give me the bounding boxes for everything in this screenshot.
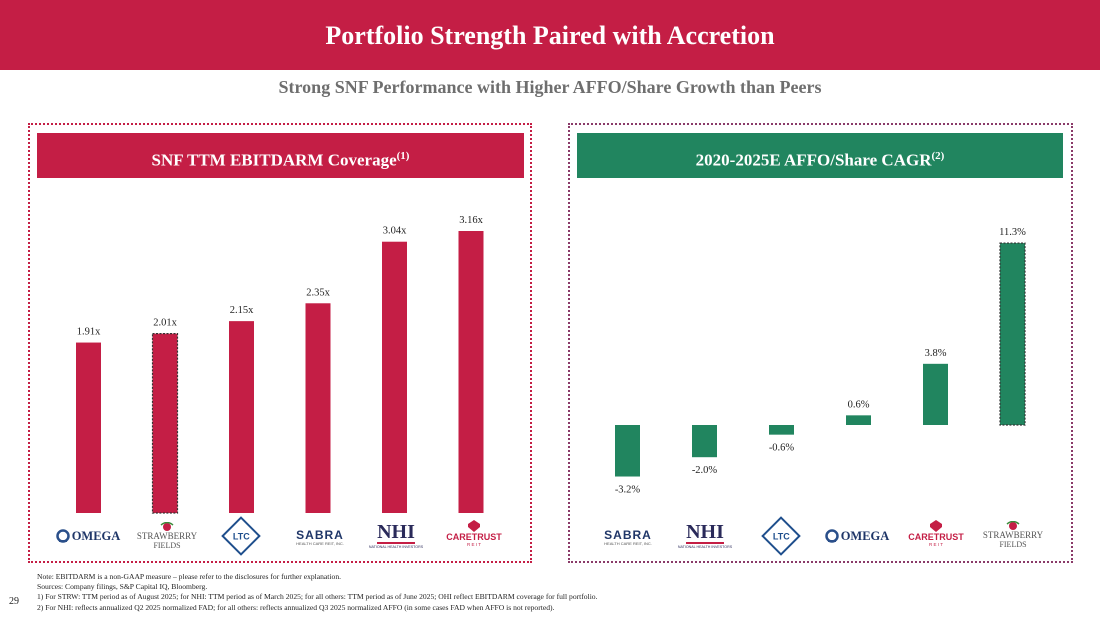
coverage-value-label: 3.16x — [459, 215, 483, 226]
cagr-title-text: 2020-2025E AFFO/Share CAGR — [695, 150, 932, 170]
coverage-title-text: SNF TTM EBITDARM Coverage — [151, 150, 397, 170]
footnote-note: Note: EBITDARM is a non-GAAP measure – p… — [37, 572, 342, 581]
nhi-logo-left: NHI NATIONAL HEALTH INVESTORS — [368, 521, 424, 551]
strawberry-logo-top: STRAWBERRY — [136, 531, 198, 541]
cagr-bar — [846, 415, 871, 425]
sabra-logo-left: SABRA HEALTH CARE REIT, INC. — [285, 524, 355, 552]
cagr-value-label: -0.6% — [769, 443, 795, 454]
omega-logo-text: OMEGA — [840, 528, 890, 543]
coverage-bar — [305, 303, 331, 513]
caretrust-logo-text: CARETRUST — [908, 532, 964, 542]
nhi-logo-tag: NATIONAL HEALTH INVESTORS — [368, 545, 424, 549]
coverage-bar — [152, 333, 178, 513]
omega-logo-right: OMEGA — [821, 522, 893, 550]
nhi-logo-text: NHI — [377, 521, 415, 544]
page-subtitle: Strong SNF Performance with Higher AFFO/… — [278, 77, 822, 97]
caretrust-logo-tag: R E I T — [467, 542, 481, 547]
cagr-value-label: -2.0% — [692, 465, 718, 476]
sabra-logo-text: SABRA — [604, 528, 652, 542]
coverage-bar — [458, 231, 484, 513]
footnote-sources: Sources: Company filings, S&P Capital IQ… — [37, 582, 208, 592]
coverage-bar-highlight — [151, 333, 179, 514]
title-bar: Portfolio Strength Paired with Accretion — [0, 0, 1100, 70]
footnote-2: 2) For NHI: reflects annualized Q2 2025 … — [37, 602, 555, 612]
coverage-bar — [76, 342, 101, 513]
coverage-value-label: 2.01x — [153, 318, 177, 329]
footnote-1: 1) For STRW: TTM period as of August 202… — [37, 592, 598, 602]
coverage-title-sup: (1) — [396, 150, 410, 162]
ltc-logo-text: LTC — [772, 530, 790, 541]
strawberry-logo-bottom: FIELDS — [153, 541, 181, 550]
omega-icon — [55, 529, 70, 543]
caretrust-icon — [468, 520, 480, 532]
strawberry-icon — [1006, 521, 1020, 530]
cagr-bar — [615, 425, 640, 477]
cagr-panel-title: 2020-2025E AFFO/Share CAGR(2) — [577, 133, 1063, 178]
caretrust-icon — [930, 520, 942, 532]
strawberry-icon — [160, 522, 174, 531]
nhi-logo-tag: NATIONAL HEALTH INVESTORS — [677, 545, 733, 549]
cagr-value-label: 3.8% — [925, 348, 947, 359]
coverage-bar — [229, 321, 254, 513]
cagr-value-label: 11.3% — [999, 227, 1026, 238]
sabra-logo-right: SABRA HEALTH CARE REIT, INC. — [593, 524, 663, 552]
omega-logo-text: OMEGA — [71, 528, 121, 543]
omega-icon — [824, 529, 839, 543]
footnotes: Note: EBITDARM is a non-GAAP measure – p… — [37, 572, 1077, 613]
coverage-value-label: 2.35x — [306, 287, 330, 298]
caretrust-logo-left: CARETRUST R E I T — [440, 518, 508, 550]
strawberry-logo-right: STRAWBERRY FIELDS — [980, 518, 1046, 552]
nhi-logo-text: NHI — [686, 521, 724, 544]
strawberry-logo-left: STRAWBERRY FIELDS — [134, 520, 200, 552]
coverage-panel-title: SNF TTM EBITDARM Coverage(1) — [37, 133, 524, 178]
caretrust-logo-text: CARETRUST — [446, 532, 502, 542]
sabra-logo-tag: HEALTH CARE REIT, INC. — [296, 541, 344, 546]
cagr-value-label: -3.2% — [615, 485, 641, 496]
page-title: Portfolio Strength Paired with Accretion — [325, 21, 775, 50]
sabra-logo-text: SABRA — [296, 528, 344, 542]
coverage-value-label: 1.91x — [77, 327, 101, 338]
ltc-logo-right: LTC — [761, 516, 801, 556]
sabra-logo-tag: HEALTH CARE REIT, INC. — [604, 541, 652, 546]
coverage-bar — [382, 241, 407, 513]
cagr-bar — [769, 425, 794, 435]
cagr-value-label: 0.6% — [848, 399, 870, 410]
omega-logo-left: OMEGA — [52, 522, 124, 550]
nhi-logo-right: NHI NATIONAL HEALTH INVESTORS — [677, 521, 733, 551]
ltc-logo-text: LTC — [232, 530, 250, 541]
strawberry-logo-top: STRAWBERRY — [982, 530, 1044, 540]
cagr-panel — [568, 123, 1073, 563]
coverage-panel — [28, 123, 532, 563]
coverage-value-label: 3.04x — [383, 226, 407, 237]
page-number: 29 — [9, 596, 19, 607]
cagr-title-sup: (2) — [931, 150, 945, 162]
cagr-bar — [1000, 243, 1025, 425]
ltc-logo-left: LTC — [221, 516, 261, 556]
cagr-bar-highlight — [999, 242, 1026, 426]
coverage-value-label: 2.15x — [230, 305, 254, 316]
caretrust-logo-tag: R E I T — [929, 542, 943, 547]
caretrust-logo-right: CARETRUST R E I T — [902, 518, 970, 550]
strawberry-logo-bottom: FIELDS — [999, 540, 1027, 549]
cagr-bar — [692, 425, 717, 458]
ltc-diamond-icon: LTC — [221, 516, 261, 556]
cagr-bar — [923, 363, 948, 425]
ltc-diamond-icon: LTC — [761, 516, 801, 556]
